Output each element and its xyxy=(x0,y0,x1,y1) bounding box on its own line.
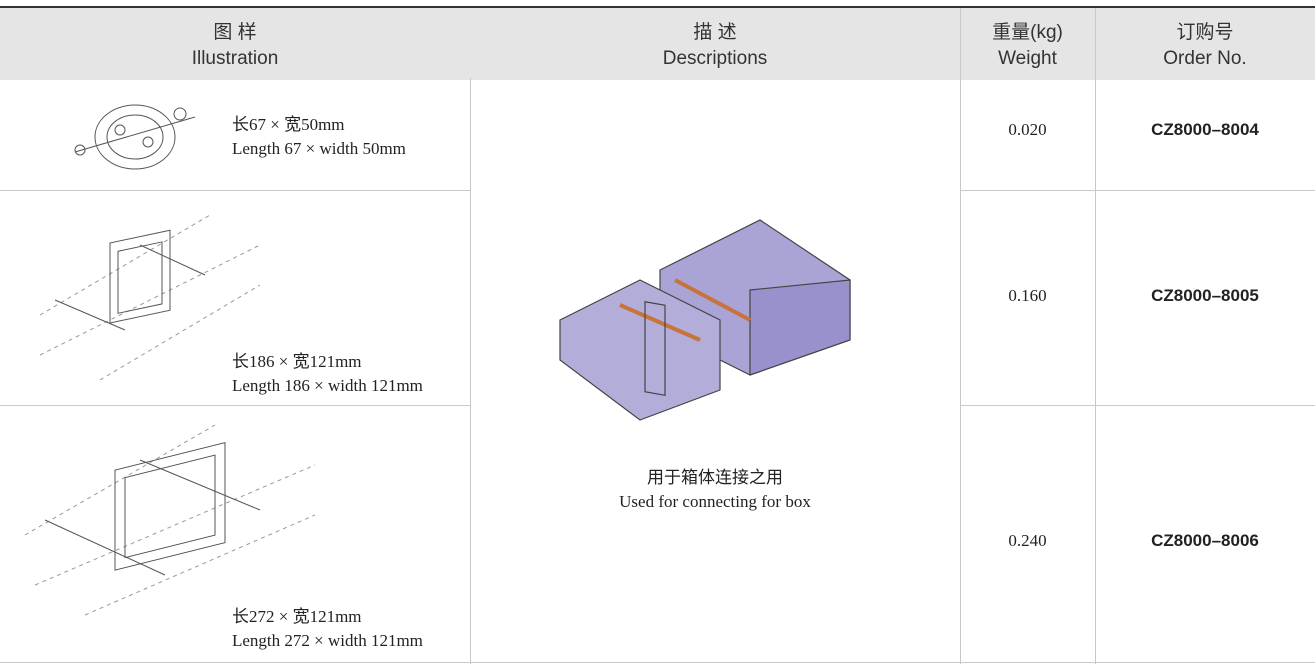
description-en: Used for connecting for box xyxy=(619,492,811,511)
header-row: 图 样 Illustration 描 述 Descriptions 重量(kg) We… xyxy=(0,6,1315,80)
order-cell: CZ8000–8004 xyxy=(1151,120,1259,139)
size-zh: 长272 × 宽121mm xyxy=(232,607,362,626)
header-zh: 订购号 xyxy=(1176,22,1234,43)
size-en: Length 67 × width 50mm xyxy=(232,139,406,158)
description-zh: 用于箱体连接之用 xyxy=(647,468,783,487)
size-zh: 长67 × 宽50mm xyxy=(232,115,345,134)
row-line xyxy=(0,190,470,191)
header-cell: 重量(kg) Weight xyxy=(960,20,1095,72)
description-cell: 用于箱体连接之用 Used for connecting for box xyxy=(470,466,960,514)
row-line xyxy=(0,662,1315,663)
header-en: Order No. xyxy=(1163,48,1247,69)
col-line xyxy=(1095,8,1096,664)
box-illustration xyxy=(559,219,851,421)
row-line xyxy=(960,405,1315,406)
size-en: Length 272 × width 121mm xyxy=(232,631,423,650)
size-cell: 长272 × 宽121mm Length 272 × width 121mm xyxy=(232,605,423,653)
header-en: Illustration xyxy=(191,48,279,69)
header-zh: 描 述 xyxy=(693,22,737,43)
header-cell: 图 样 Illustration xyxy=(0,20,470,72)
size-zh: 长186 × 宽121mm xyxy=(232,352,362,371)
header-cell: 描 述 Descriptions xyxy=(470,20,960,72)
row-line xyxy=(960,190,1315,191)
flange-illustration xyxy=(74,104,196,170)
header-cell: 订购号 Order No. xyxy=(1095,20,1315,72)
frame-illustration xyxy=(24,424,316,616)
frame-illustration xyxy=(39,214,261,381)
header-zh: 重量(kg) xyxy=(992,22,1063,43)
header-zh: 图 样 xyxy=(213,22,257,43)
weight-cell: 0.160 xyxy=(1008,286,1047,305)
header-en: Descriptions xyxy=(662,48,768,69)
size-cell: 长186 × 宽121mm Length 186 × width 121mm xyxy=(232,350,423,398)
row-line xyxy=(0,405,470,406)
order-cell: CZ8000–8005 xyxy=(1151,286,1259,305)
col-line xyxy=(470,78,471,664)
header-en: Weight xyxy=(998,48,1057,69)
size-cell: 长67 × 宽50mm Length 67 × width 50mm xyxy=(232,113,406,161)
order-cell: CZ8000–8006 xyxy=(1151,531,1259,550)
col-line xyxy=(960,8,961,664)
weight-cell: 0.020 xyxy=(1008,120,1047,139)
weight-cell: 0.240 xyxy=(1008,531,1047,550)
size-en: Length 186 × width 121mm xyxy=(232,376,423,395)
